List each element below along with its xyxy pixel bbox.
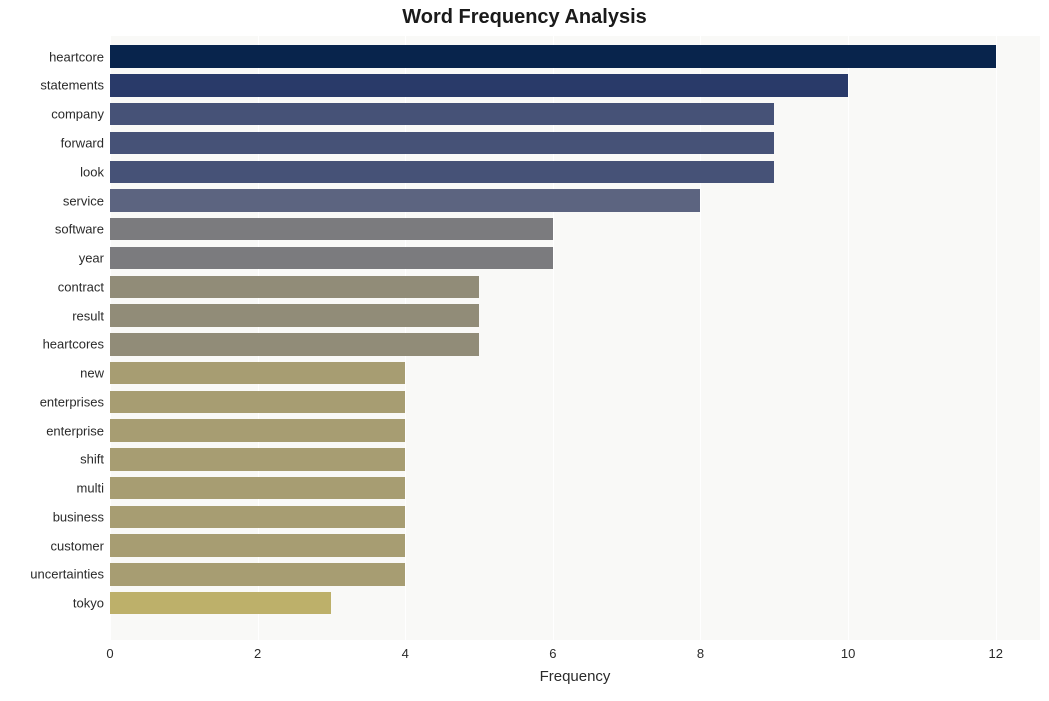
x-tick-label: 6 xyxy=(549,646,556,661)
grid-line xyxy=(553,36,554,640)
y-tick-label: enterprise xyxy=(46,423,104,438)
bar xyxy=(110,592,331,614)
y-tick-label: tokyo xyxy=(73,596,104,611)
x-tick-label: 8 xyxy=(697,646,704,661)
y-tick-label: business xyxy=(53,509,104,524)
x-axis-title: Frequency xyxy=(540,668,611,685)
grid-line xyxy=(700,36,701,640)
y-tick-label: contract xyxy=(58,279,104,294)
bar xyxy=(110,247,553,269)
bar xyxy=(110,189,700,211)
x-tick-label: 12 xyxy=(988,646,1002,661)
bar xyxy=(110,45,996,67)
y-tick-label: service xyxy=(63,193,104,208)
x-tick-label: 2 xyxy=(254,646,261,661)
y-tick-label: year xyxy=(79,251,104,266)
y-tick-label: customer xyxy=(51,538,104,553)
bar xyxy=(110,103,774,125)
bar xyxy=(110,161,774,183)
bar xyxy=(110,448,405,470)
bar xyxy=(110,506,405,528)
y-tick-label: software xyxy=(55,222,104,237)
x-tick-label: 0 xyxy=(106,646,113,661)
y-tick-label: shift xyxy=(80,452,104,467)
y-tick-label: forward xyxy=(61,135,104,150)
y-tick-label: uncertainties xyxy=(30,567,104,582)
x-tick-label: 4 xyxy=(402,646,409,661)
bar xyxy=(110,477,405,499)
plot-area xyxy=(110,36,1040,640)
y-tick-label: company xyxy=(51,107,104,122)
grid-line xyxy=(848,36,849,640)
chart-container: Word Frequency Analysis Frequency 0 2 4 6 8 1… xyxy=(0,0,1049,701)
y-tick-label: multi xyxy=(77,481,104,496)
bar xyxy=(110,333,479,355)
bar xyxy=(110,563,405,585)
y-tick-label: result xyxy=(72,308,104,323)
y-tick-label: new xyxy=(80,366,104,381)
y-tick-label: heartcore xyxy=(49,49,104,64)
bar xyxy=(110,276,479,298)
bar xyxy=(110,304,479,326)
bar xyxy=(110,391,405,413)
bar xyxy=(110,362,405,384)
bar xyxy=(110,419,405,441)
bar xyxy=(110,534,405,556)
bar xyxy=(110,218,553,240)
y-tick-label: heartcores xyxy=(43,337,104,352)
y-tick-label: enterprises xyxy=(40,394,104,409)
bar xyxy=(110,132,774,154)
x-tick-label: 10 xyxy=(841,646,855,661)
grid-line xyxy=(996,36,997,640)
y-tick-label: statements xyxy=(40,78,104,93)
y-tick-label: look xyxy=(80,164,104,179)
chart-title: Word Frequency Analysis xyxy=(0,6,1049,29)
bar xyxy=(110,74,848,96)
